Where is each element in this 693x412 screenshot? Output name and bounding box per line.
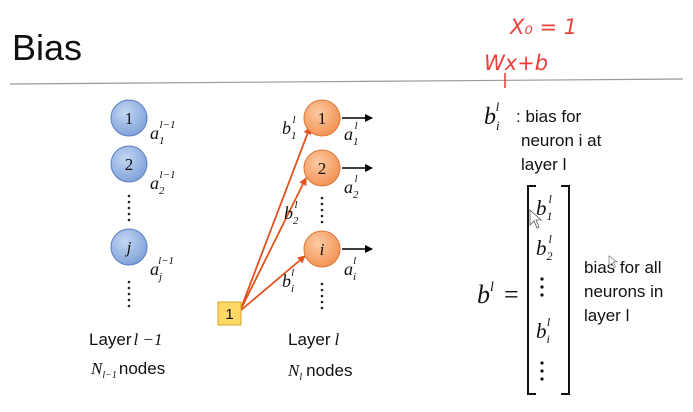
- prev-node-1: [110, 99, 148, 137]
- bias-edge-i: [239, 255, 306, 312]
- vector-entry-1: b1l: [536, 192, 553, 223]
- prev-activation-2: a2l−1: [150, 169, 175, 197]
- prev-layer-count: Nl−1 nodes: [90, 359, 165, 381]
- prev-activation-j: ajl−1: [150, 255, 174, 283]
- curr-node-1-label: 1: [318, 109, 327, 128]
- bias-unit-label: 1: [225, 306, 233, 323]
- prev-ellipsis-lower: [127, 280, 131, 308]
- curr-activation-i: ail: [344, 255, 356, 283]
- definition-symbol: bil: [484, 99, 500, 133]
- curr-node-i: [303, 230, 341, 268]
- vector-ellipsis-upper: [540, 277, 544, 297]
- vector-equals: =: [504, 280, 519, 309]
- prev-node-2-label: 2: [125, 155, 134, 174]
- pointer-cursor-icon: [608, 255, 619, 269]
- prev-node-1-label: 1: [125, 109, 134, 128]
- curr-node-2-label: 2: [318, 159, 327, 178]
- vector-desc-line-3: layer l: [584, 306, 629, 325]
- prev-layer-caption: Layer l −1: [89, 330, 162, 349]
- bias-unit-box: [217, 301, 242, 326]
- vector-right-bracket: [561, 185, 570, 395]
- definition-line-2: neuron i at: [521, 131, 602, 150]
- slide-title: Bias: [12, 27, 82, 68]
- prev-layer: 1 2 j a1l−1 a2l−1 ajl−1 Layer l −1 Nl−1 no…: [89, 99, 175, 381]
- curr-node-i-label: i: [320, 240, 325, 259]
- curr-layer-count: Nl nodes: [287, 361, 352, 383]
- annotation-x0: X₀ = 1: [509, 15, 577, 39]
- curr-layer: 1 2 i a1l a2l ail b1l b2l bil Layer l Nl n…: [282, 99, 359, 383]
- curr-node-2: [303, 149, 341, 187]
- curr-activation-2: a2l: [344, 173, 359, 201]
- vector-ellipsis-lower: [540, 361, 544, 381]
- annotation-wxb: Wx+b: [484, 51, 548, 75]
- vector-desc-line-1: bias for all: [584, 258, 661, 277]
- curr-activation-1: a1l: [344, 120, 359, 148]
- bias-edge-2: [239, 177, 307, 312]
- prev-node-2: [110, 145, 148, 183]
- curr-node-1: [303, 99, 341, 137]
- vector-lhs: bl: [477, 280, 494, 309]
- title-rule: [9, 78, 684, 85]
- mouse-cursor-icon: [529, 209, 543, 229]
- prev-ellipsis-upper: [127, 194, 131, 222]
- prev-activation-1: a1l−1: [150, 119, 175, 147]
- vector-entry-2: b2l: [536, 232, 553, 263]
- curr-ellipsis-upper: [320, 196, 324, 224]
- prev-node-j: [110, 228, 148, 266]
- vector-desc-line-2: neurons in: [584, 282, 663, 301]
- bias-label-1: b1l: [282, 114, 297, 142]
- curr-ellipsis-lower: [320, 282, 324, 310]
- bias-label-i: bil: [282, 267, 294, 295]
- curr-layer-caption: Layer l: [288, 330, 340, 349]
- bias-label-2: b2l: [284, 199, 299, 227]
- vector-entry-i: bil: [536, 315, 551, 346]
- definition-line-1: : bias for: [516, 107, 582, 126]
- prev-node-j-label: j: [125, 238, 132, 257]
- bias-edge-1: [239, 126, 312, 312]
- vector-left-bracket: [527, 185, 536, 395]
- definition-line-3: layer l: [521, 155, 566, 174]
